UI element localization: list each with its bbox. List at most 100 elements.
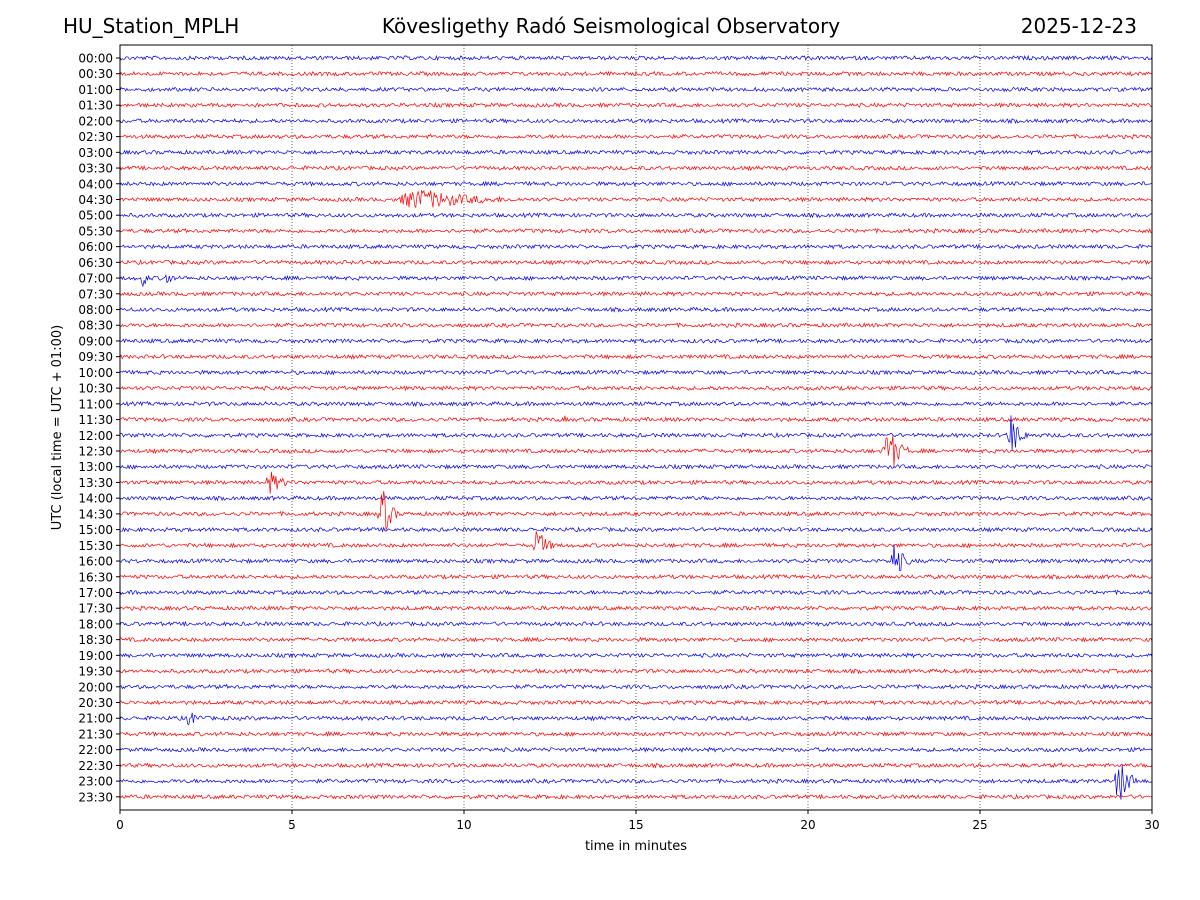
y-tick-label: 11:00 [78, 397, 113, 411]
grid-lines [291, 45, 981, 810]
trace-0130 [119, 102, 1153, 109]
trace-2330 [119, 793, 1153, 800]
y-tick-label: 17:00 [78, 586, 113, 600]
y-tick-label: 14:00 [78, 492, 113, 506]
y-tick-label: 22:30 [78, 759, 113, 773]
y-tick-label: 04:30 [78, 193, 113, 207]
trace-1000 [119, 369, 1153, 376]
x-tick-label: 30 [1144, 818, 1159, 832]
y-tick-label: 18:00 [78, 617, 113, 631]
y-tick-label: 01:30 [78, 99, 113, 113]
y-tick-label: 05:00 [78, 209, 113, 223]
y-tick-label: 14:30 [78, 507, 113, 521]
trace-0100 [119, 86, 1153, 93]
y-tick-label: 03:00 [78, 146, 113, 160]
x-axis-label: time in minutes [585, 839, 687, 854]
x-tick-label: 0 [116, 818, 124, 832]
y-tick-label: 02:00 [78, 114, 113, 128]
y-tick-label: 00:30 [78, 67, 113, 81]
trace-1200 [119, 415, 1153, 451]
y-tick-label: 07:00 [78, 272, 113, 286]
y-tick-label: 19:30 [78, 665, 113, 679]
trace-0730 [119, 290, 1153, 297]
y-tick-label: 13:00 [78, 460, 113, 474]
y-tick-label: 21:00 [78, 712, 113, 726]
trace-1430 [119, 490, 1153, 531]
trace-0600 [119, 243, 1153, 250]
y-tick-label: 20:00 [78, 680, 113, 694]
x-tick-label: 5 [288, 818, 296, 832]
y-tick-label: 09:30 [78, 350, 113, 364]
trace-1030 [119, 385, 1153, 392]
trace-2130 [119, 730, 1153, 738]
chart-title: Kövesligethy Radó Seismological Observat… [381, 14, 841, 38]
trace-0000 [119, 54, 1153, 62]
trace-0300 [119, 149, 1153, 156]
trace-1500 [119, 526, 1153, 533]
chart-date: 2025-12-23 [1020, 14, 1137, 38]
x-tick-label: 15 [628, 818, 643, 832]
trace-0700 [119, 274, 1153, 288]
y-tick-label: 09:00 [78, 334, 113, 348]
y-tick-label: 15:30 [78, 539, 113, 553]
y-tick-label: 11:30 [78, 413, 113, 427]
trace-1300 [119, 463, 1153, 470]
y-tick-label: 16:00 [78, 555, 113, 569]
trace-1130 [119, 415, 1153, 423]
y-tick-label: 02:30 [78, 130, 113, 144]
trace-1700 [119, 589, 1153, 596]
trace-0030 [119, 70, 1153, 77]
trace-0430 [119, 189, 1153, 209]
y-tick-label: 22:00 [78, 743, 113, 757]
y-tick-label: 18:30 [78, 633, 113, 647]
y-tick-label: 12:30 [78, 445, 113, 459]
y-tick-label: 10:30 [78, 382, 113, 396]
y-tick-label: 16:30 [78, 570, 113, 584]
y-tick-label: 17:30 [78, 602, 113, 616]
trace-0630 [119, 259, 1152, 266]
x-tick-label: 10 [456, 818, 471, 832]
y-tick-label: 12:00 [78, 429, 113, 443]
trace-0200 [119, 117, 1153, 125]
y-tick-label: 06:00 [78, 240, 113, 254]
x-tick-label: 25 [972, 818, 987, 832]
y-tick-label: 05:30 [78, 224, 113, 238]
y-tick-label: 04:00 [78, 177, 113, 191]
trace-0830 [119, 321, 1153, 329]
trace-2300 [119, 764, 1153, 800]
x-tick-label: 20 [800, 818, 815, 832]
y-tick-label: 06:30 [78, 256, 113, 270]
trace-0900 [119, 337, 1153, 345]
y-tick-label: 07:30 [78, 287, 113, 301]
trace-1400 [119, 495, 1153, 502]
trace-0530 [119, 227, 1153, 234]
trace-2100 [119, 712, 1153, 726]
y-tick-label: 21:30 [78, 727, 113, 741]
trace-1730 [119, 605, 1152, 612]
trace-1100 [119, 400, 1153, 408]
trace-1800 [119, 620, 1153, 627]
y-tick-label: 13:30 [78, 476, 113, 490]
trace-1230 [119, 435, 1153, 467]
trace-0930 [119, 353, 1153, 360]
y-tick-label: 08:00 [78, 303, 113, 317]
station-name: HU_Station_MPLH [63, 14, 240, 38]
trace-0500 [119, 212, 1153, 219]
y-tick-label: 23:00 [78, 775, 113, 789]
trace-2230 [119, 762, 1153, 769]
trace-0330 [119, 164, 1153, 172]
trace-1600 [119, 544, 1153, 572]
y-tick-label: 23:30 [78, 790, 113, 804]
trace-1930 [119, 668, 1153, 675]
y-tick-label: 10:00 [78, 366, 113, 380]
trace-1330 [119, 471, 1153, 494]
y-tick-label: 15:00 [78, 523, 113, 537]
trace-2030 [119, 699, 1153, 706]
trace-0400 [119, 180, 1153, 187]
y-tick-label: 01:00 [78, 83, 113, 97]
trace-1630 [119, 573, 1153, 580]
trace-group [119, 54, 1153, 800]
trace-0800 [119, 306, 1153, 313]
x-axis-ticks: 0 5 10 15 20 25 30 [116, 810, 1160, 832]
